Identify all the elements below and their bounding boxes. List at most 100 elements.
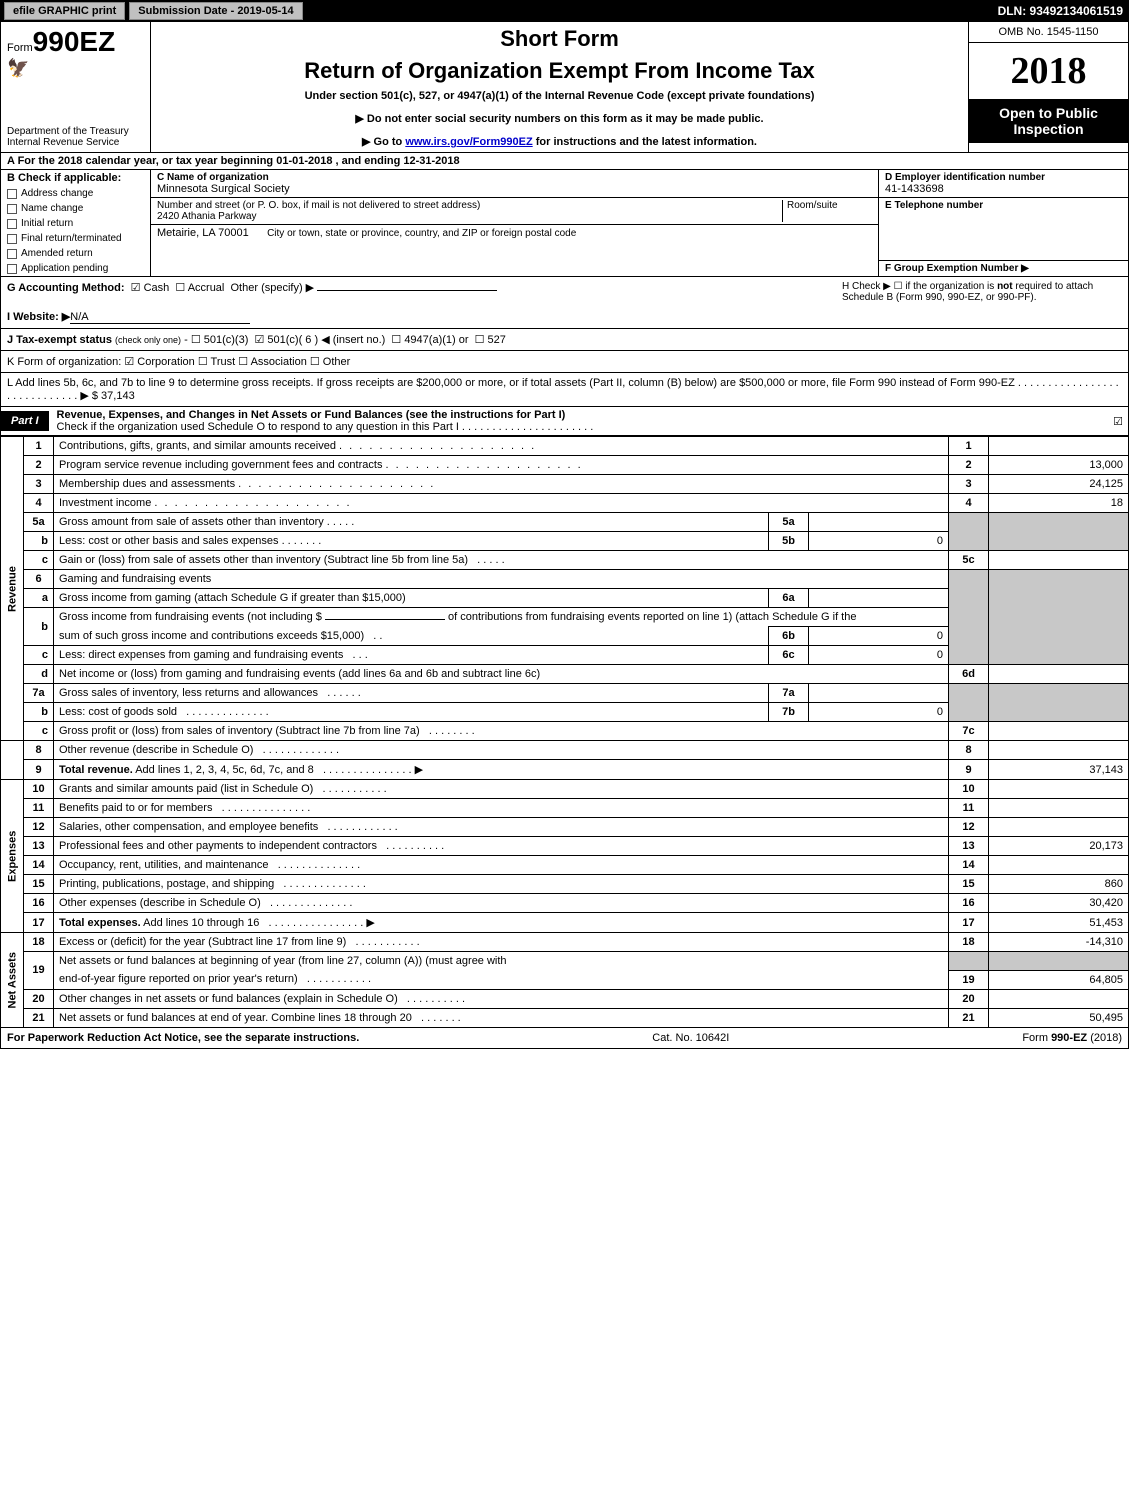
ln14-desc: Occupancy, rent, utilities, and maintena… [54,856,949,875]
checkbox-icon [7,189,17,199]
dept-irs: Internal Revenue Service [7,137,144,148]
ln16-desc: Other expenses (describe in Schedule O) … [54,894,949,913]
ln13-val: 20,173 [989,837,1129,856]
ln5a-num: 5a [24,513,54,532]
checkbox-icon [7,234,17,244]
ln8-num: 8 [24,741,54,760]
ln6a-num: a [24,589,54,608]
ln5a-mini: 5a [769,513,809,532]
ln5c-num: c [24,551,54,570]
ln7c-desc: Gross profit or (loss) from sales of inv… [54,722,949,741]
dln-label: DLN: 93492134061519 [998,4,1123,18]
ln13-col: 13 [949,837,989,856]
part1-tag: Part I [1,411,49,431]
ln15-num: 15 [24,875,54,894]
ln5c-col: 5c [949,551,989,570]
ln6c-num: c [24,646,54,665]
c-name-label: C Name of organization [157,172,872,183]
ln2-val: 13,000 [989,456,1129,475]
block-b-title: B Check if applicable: [7,172,144,184]
ln4-val: 18 [989,494,1129,513]
ln8-desc: Other revenue (describe in Schedule O) .… [54,741,949,760]
ln16-num: 16 [24,894,54,913]
ln3-val: 24,125 [989,475,1129,494]
checkbox-icon [7,249,17,259]
city-label: City or town, state or province, country… [267,228,576,239]
footer-right: Form 990-EZ (2018) [1022,1032,1122,1044]
irs-eagle-icon: 🦅 [7,58,144,79]
ln6b-mini: 6b [769,627,809,646]
ln5-grey-val [989,513,1129,551]
chk-application-pending[interactable]: Application pending [7,263,144,274]
ln7a-mini: 7a [769,684,809,703]
chk-final-return[interactable]: Final return/terminated [7,233,144,244]
chk-initial-return[interactable]: Initial return [7,218,144,229]
ln19-desc-2: end-of-year figure reported on prior yea… [54,970,949,989]
city-box: Metairie, LA 70001 City or town, state o… [151,225,878,276]
ln6b-desc-2: sum of such gross income and contributio… [54,627,769,646]
ln5a-minival [809,513,949,532]
ln9-val: 37,143 [989,760,1129,780]
e-tel-label: E Telephone number [885,200,1122,211]
ln1-val [989,437,1129,456]
ln3-desc: Membership dues and assessments [54,475,949,494]
ln7c-val [989,722,1129,741]
block-ghi: G Accounting Method: ☑ Cash ☐ Accrual Ot… [0,277,1129,329]
top-bar: efile GRAPHIC print Submission Date - 20… [0,0,1129,22]
open-to-public: Open to Public Inspection [969,99,1128,143]
ln21-num: 21 [24,1008,54,1027]
header-right: OMB No. 1545-1150 2018 Open to Public In… [968,22,1128,152]
ln20-col: 20 [949,989,989,1008]
ln9-desc: Total revenue. Add lines 1, 2, 3, 4, 5c,… [54,760,949,780]
chk-name-change[interactable]: Name change [7,203,144,214]
row-a-prefix: A For the 2018 calendar year, or tax yea… [7,155,276,167]
ln6d-desc: Net income or (loss) from gaming and fun… [54,665,949,684]
ln15-val: 860 [989,875,1129,894]
addr-box: Number and street (or P. O. box, if mail… [151,198,878,225]
ln12-col: 12 [949,818,989,837]
ln6-desc: Gaming and fundraising events [54,570,949,589]
arrow-line-1: ▶ Do not enter social security numbers o… [157,112,962,125]
ln14-num: 14 [24,856,54,875]
open-public-l1: Open to Public [973,105,1124,121]
ln1-desc: Contributions, gifts, grants, and simila… [54,437,949,456]
ln6c-mini: 6c [769,646,809,665]
short-form-title: Short Form [157,26,962,52]
ln2-num: 2 [24,456,54,475]
ln20-val [989,989,1129,1008]
ln19-grey-val [989,952,1129,971]
row-a-end: 12-31-2018 [403,155,459,167]
chk-amended-return[interactable]: Amended return [7,248,144,259]
row-l: L Add lines 5b, 6c, and 7b to line 9 to … [0,373,1129,407]
form-header: Form990EZ 🦅 Department of the Treasury I… [0,22,1129,153]
ln7b-desc: Less: cost of goods sold . . . . . . . .… [54,703,769,722]
part1-checkbox[interactable]: ☑ [1108,415,1128,428]
lines-table: Revenue 1 Contributions, gifts, grants, … [0,436,1129,1028]
ln11-val [989,799,1129,818]
ln3-num: 3 [24,475,54,494]
addr-label: Number and street (or P. O. box, if mail… [157,200,782,211]
efile-print-button[interactable]: efile GRAPHIC print [4,2,125,20]
ln11-num: 11 [24,799,54,818]
form-prefix: Form [7,42,33,54]
ln19-grey [949,952,989,971]
ln18-val: -14,310 [989,933,1129,952]
g-accounting: G Accounting Method: ☑ Cash ☐ Accrual Ot… [7,281,842,294]
row-l-amount: 37,143 [101,390,135,402]
website-value: N/A [70,311,250,324]
irs-link[interactable]: www.irs.gov/Form990EZ [405,136,532,148]
checkbox-icon [7,264,17,274]
chk-address-change[interactable]: Address change [7,188,144,199]
ln6c-desc: Less: direct expenses from gaming and fu… [54,646,769,665]
ln9-col: 9 [949,760,989,780]
addr-value: 2420 Athania Parkway [157,211,782,222]
arrow-line-2: ▶ Go to www.irs.gov/Form990EZ for instru… [157,135,962,148]
h-check: H Check ▶ ☐ if the organization is not r… [842,281,1122,324]
ln18-desc: Excess or (deficit) for the year (Subtra… [54,933,949,952]
arrow2-prefix: ▶ Go to [362,136,405,148]
part1-check-line: Check if the organization used Schedule … [57,421,594,433]
ln8-val [989,741,1129,760]
ln10-col: 10 [949,780,989,799]
e-tel-box: E Telephone number [879,198,1128,261]
footer: For Paperwork Reduction Act Notice, see … [0,1028,1129,1049]
